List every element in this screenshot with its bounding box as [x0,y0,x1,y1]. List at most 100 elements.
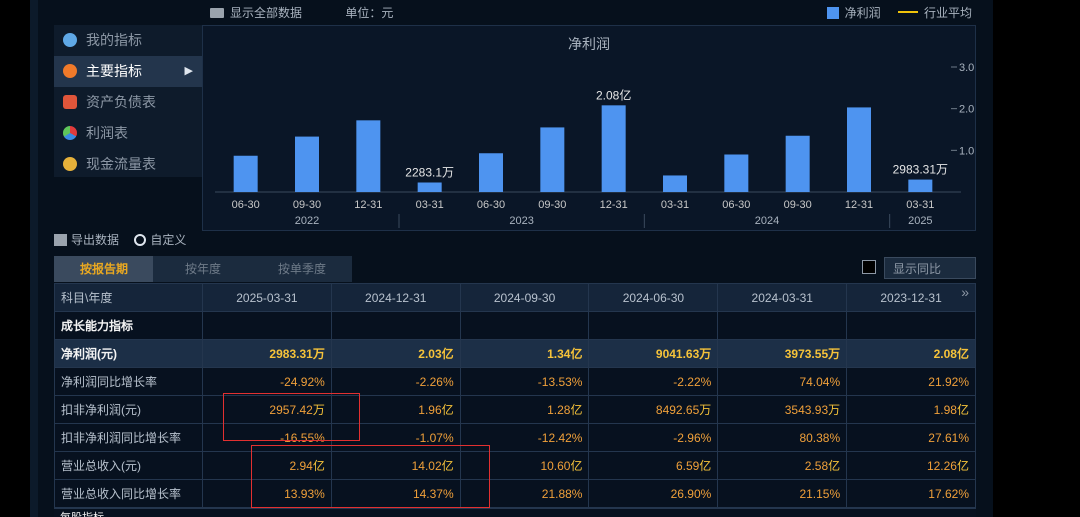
value-cell: 74.04% [717,367,848,396]
gear-icon [134,234,147,246]
row-label: 净利润(元) [54,339,203,368]
cell-value: -1.07% [415,430,454,445]
cell-value: -16.55% [280,430,325,445]
column-header[interactable]: 2024-09-30 [459,283,590,312]
empty-cell [459,311,590,340]
sidebar-item-balance-sheet[interactable]: 资产负债表 [54,87,202,118]
show-all-data-toggle[interactable]: 显示全部数据 [230,6,303,20]
sidebar-item-cash-flow[interactable]: 现金流量表 [54,149,202,180]
legend-series-label[interactable]: 净利润 [844,6,881,20]
value-cell: 1.34亿 [459,339,590,368]
cell-value: 1.98 [933,403,957,417]
cell-value: 6.59 [675,459,700,473]
cell-value: 17.62% [928,486,969,501]
cell-value: 2.58 [804,459,829,473]
tab-by-report-period[interactable]: 按报告期 [54,256,154,282]
x-tick-label: 03-31 [661,199,689,211]
column-header[interactable]: 2024-03-31 [717,283,848,312]
highlight-box [251,445,490,508]
legend-bar-swatch [826,7,839,19]
y-tick-label: 1.0 [959,145,974,157]
table-row[interactable]: 净利润同比增长率 -24.92% -2.26% -13.53% -2.22% 74.04%… [54,367,976,396]
double-chevron-right-icon[interactable]: » [961,284,969,301]
value-cell: 10.60亿 [459,451,590,480]
x-tick-label: 06-30 [722,199,750,211]
display-icon [210,8,224,18]
chevron-right-icon: ▶ [184,65,193,77]
column-header[interactable]: 2025-03-31 [202,283,332,312]
cell-value: 1.28 [547,403,571,417]
empty-cell [202,311,332,340]
cell-unit: 万 [828,347,841,361]
tab-by-quarter[interactable]: 按单季度 [252,256,352,282]
table-row[interactable]: 营业总收入同比增长率 13.93% 14.37% 21.88% 26.90% 21.15%… [54,479,976,508]
value-cell: 6.59亿 [588,451,719,480]
column-header[interactable]: 2024-12-31 [330,283,461,312]
section-title: 成长能力指标 [54,311,203,340]
financial-table: 科目\年度 2025-03-31 2024-12-31 2024-09-30 2… [54,283,976,508]
table-row[interactable]: 扣非净利润(元) 2957.42万 1.96亿 1.28亿 8492.65万 3543.9… [54,395,976,424]
cell-value: 26.90% [670,486,712,501]
section-row: 成长能力指标 [54,311,976,340]
cell-value: 1.34 [547,347,571,361]
cell-value: 12.26 [926,459,957,473]
table-header-row: 科目\年度 2025-03-31 2024-12-31 2024-09-30 2… [54,283,976,312]
cell-unit: 万 [312,403,325,417]
bar [540,127,565,192]
export-icon [54,234,67,246]
x-tick-label: 09-30 [538,199,566,211]
x-tick-label: 09-30 [293,199,321,211]
sidebar-item-my-indicators[interactable]: 我的指标 [54,25,202,56]
value-cell: 14.37% [330,479,461,508]
cell-value: 2.08 [933,347,957,361]
show-yoy-button[interactable]: 显示同比 [884,257,976,279]
x-tick-label: 09-30 [784,199,812,211]
bar [847,107,871,192]
table-row[interactable]: 扣非净利润同比增长率 -16.55% -1.07% -12.42% -2.96% 80.3… [54,423,976,452]
value-cell: 14.02亿 [330,451,461,480]
table-row[interactable]: 净利润(元) 2983.31万 2.03亿 1.34亿 9041.63万 3973.55万… [54,339,976,368]
cell-unit: 亿 [441,459,454,473]
table-tools: 导出数据 自定义 [54,231,186,248]
legend-avg-label[interactable]: 行业平均 [923,6,972,20]
year-label: 2025 [908,215,932,227]
customize-button[interactable]: 自定义 [150,233,187,247]
export-data-button[interactable]: 导出数据 [71,233,120,247]
value-cell: 1.28亿 [459,395,590,424]
bar [233,155,258,192]
y-tick-label: 2.0 [959,104,974,116]
row-label: 扣非净利润(元) [54,395,203,424]
bar [663,175,687,192]
cell-unit: 亿 [956,347,969,361]
cell-unit: 万 [828,403,841,417]
value-cell: 13.93% [202,479,332,508]
chart-title: 净利润 [568,36,610,52]
yoy-checkbox[interactable] [862,260,876,274]
sidebar-item-main-indicators[interactable]: 主要指标 ▶ [54,56,202,87]
value-cell: 2.94亿 [202,451,332,480]
x-tick-label: 03-31 [906,199,934,211]
cell-unit: 亿 [699,459,712,473]
column-header[interactable]: 2023-12-31 » [846,283,976,312]
column-header[interactable]: 2024-06-30 [588,283,719,312]
bar [479,153,503,192]
cell-unit: 万 [699,403,712,417]
sidebar-item-income-statement[interactable]: 利润表 [54,118,202,149]
tab-by-year[interactable]: 按年度 [153,256,253,282]
empty-cell [330,311,461,340]
value-cell: 2.58亿 [717,451,848,480]
cell-value: -13.53% [537,374,583,389]
coins-icon [63,157,77,171]
value-cell: -1.07% [330,423,461,452]
value-cell: 1.98亿 [846,395,976,424]
sidebar-item-label: 资产负债表 [86,94,156,110]
value-cell: 9041.63万 [588,339,719,368]
data-label: 2983.31万 [893,163,948,177]
y-tick-label: 3.0 [959,62,974,74]
star-icon [63,64,77,78]
cell-unit: 亿 [312,459,325,473]
value-cell: -13.53% [459,367,590,396]
value-cell: 80.38% [717,423,848,452]
table-row[interactable]: 营业总收入(元) 2.94亿 14.02亿 10.60亿 6.59亿 2.58亿 12.26… [54,451,976,480]
bar [356,120,381,192]
